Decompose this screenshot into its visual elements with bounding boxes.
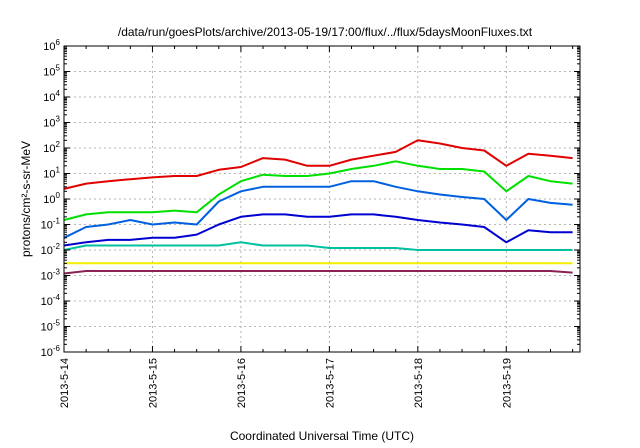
y-tick-label: 101	[43, 166, 60, 181]
y-tick-label: 104	[43, 89, 60, 104]
y-tick-base: 10	[43, 194, 55, 206]
y-tick-exponent: -6	[53, 344, 61, 353]
y-tick-label: 10-2	[41, 242, 61, 257]
y-tick-exponent: 5	[56, 64, 61, 73]
y-tick-label: 106	[43, 38, 60, 53]
y-tick-exponent: 4	[56, 89, 61, 98]
series-line	[63, 241, 573, 251]
y-tick-base: 10	[43, 67, 55, 79]
y-tick-base: 10	[43, 118, 55, 130]
y-tick-exponent: -1	[53, 217, 61, 226]
y-tick-exponent: 6	[56, 38, 61, 47]
y-tick-base: 10	[41, 245, 53, 257]
y-axis-label: protons/cm²-s-sr-MeV	[19, 141, 33, 257]
y-tick-label: 10-4	[41, 293, 61, 308]
y-tick-exponent: 1	[56, 166, 61, 175]
y-tick-label: 102	[43, 140, 60, 155]
x-axis-label: Coordinated Universal Time (UTC)	[230, 429, 414, 443]
y-tick-base: 10	[43, 169, 55, 181]
y-tick-exponent: -4	[53, 293, 61, 302]
y-tick-label: 103	[43, 115, 60, 130]
series-line	[63, 213, 573, 247]
y-tick-exponent: 3	[56, 115, 61, 124]
x-tick-label: 2013-5-14	[59, 358, 71, 408]
y-tick-base: 10	[41, 296, 53, 308]
y-axis-ticks: 10-610-510-410-310-210-11001011021031041…	[41, 38, 580, 359]
chart-title: /data/run/goesPlots/archive/2013-05-19/1…	[118, 25, 533, 39]
series-line	[63, 139, 573, 190]
y-tick-base: 10	[43, 41, 55, 53]
y-tick-exponent: -3	[53, 268, 61, 277]
series-line	[63, 180, 573, 239]
x-tick-label: 2013-5-16	[236, 358, 248, 408]
x-tick-label: 2013-5-18	[413, 358, 425, 408]
y-tick-base: 10	[41, 220, 53, 232]
y-tick-label: 10-5	[41, 319, 61, 334]
y-tick-exponent: 2	[56, 140, 61, 149]
x-tick-label: 2013-5-17	[324, 358, 336, 408]
x-axis-ticks: 2013-5-14 2013-5-15 2013-5-16 2013-5-17 2013…	[59, 46, 574, 408]
y-tick-exponent: 0	[56, 191, 61, 200]
y-tick-base: 10	[41, 322, 53, 334]
series-layer	[63, 139, 573, 275]
y-tick-label: 10-3	[41, 268, 61, 283]
x-tick-label: 2013-5-19	[501, 358, 513, 408]
y-tick-exponent: -2	[53, 242, 61, 251]
grid	[64, 46, 580, 352]
x-tick-label: 2013-5-15	[147, 358, 159, 408]
series-line	[63, 270, 573, 275]
series-line	[63, 160, 573, 221]
y-tick-label: 105	[43, 64, 60, 79]
y-tick-base: 10	[43, 143, 55, 155]
y-tick-label: 10-6	[41, 344, 61, 359]
y-tick-base: 10	[41, 347, 53, 359]
y-tick-base: 10	[43, 92, 55, 104]
y-tick-label: 10-1	[41, 217, 61, 232]
y-tick-base: 10	[41, 271, 53, 283]
plot-frame	[63, 45, 581, 353]
y-tick-label: 100	[43, 191, 60, 206]
y-tick-exponent: -5	[53, 319, 61, 328]
